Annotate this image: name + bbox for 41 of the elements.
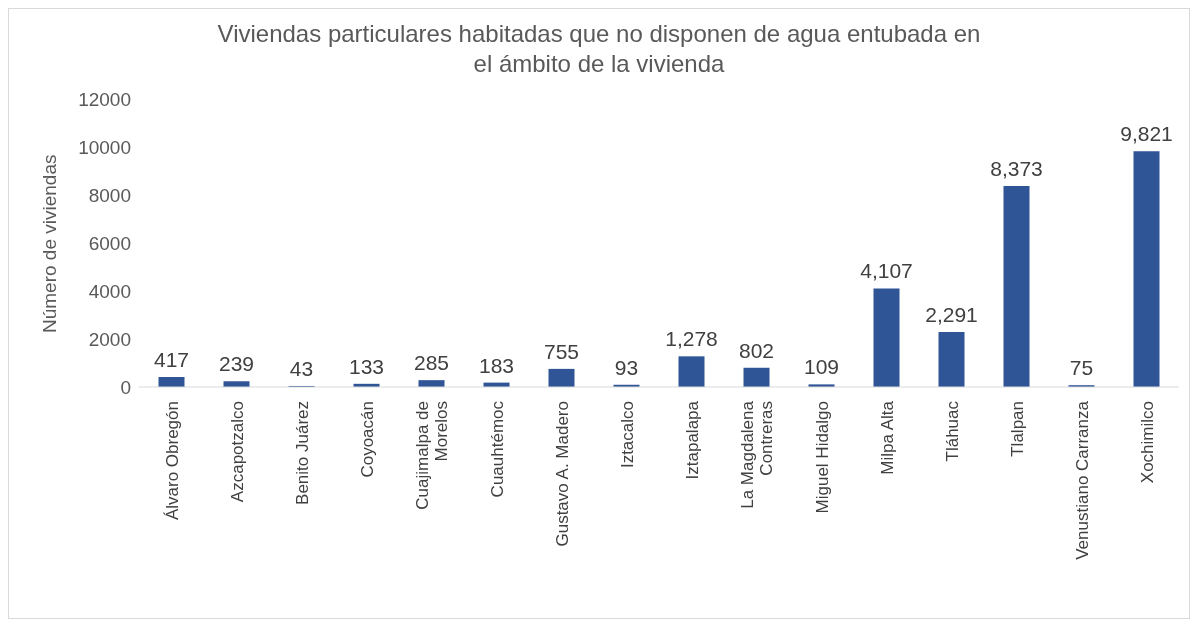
x-tick-label: Benito Juárez: [292, 401, 312, 505]
x-tick-label: Iztacalco: [617, 401, 637, 469]
data-label: 285: [413, 351, 450, 375]
x-tick-label: La Magdalena Contreras: [738, 400, 776, 509]
y-tick-label: 10000: [78, 136, 131, 158]
data-label: 417: [153, 347, 190, 371]
x-tick-label: Cuauhtémoc: [487, 400, 507, 498]
chart-title: Viviendas particulares habitadas que no disponen de agua entubada en el ámbito de la vivienda: [216, 19, 982, 79]
data-label: 8,373: [990, 157, 1043, 181]
x-tick-label: Cuajimalpa de Morelos: [413, 401, 451, 510]
y-tick-label: 12000: [78, 88, 131, 110]
data-label: 802: [738, 338, 775, 362]
x-tick-label: Milpa Alta: [877, 400, 897, 475]
y-tick-label: 6000: [88, 232, 131, 254]
x-tick-label: Coyoacán: [357, 401, 377, 478]
data-label: 2,291: [925, 303, 978, 327]
data-label: 239: [218, 352, 255, 376]
x-tick-label: Gustavo A. Madero: [552, 401, 572, 547]
data-label: 75: [1069, 356, 1094, 380]
y-axis-title: Número de viviendas: [38, 154, 60, 333]
data-label: 93: [614, 355, 639, 379]
data-label: 133: [348, 354, 385, 378]
data-label: 183: [478, 353, 515, 377]
x-tick-label: Venustiano Carranza: [1072, 400, 1092, 560]
x-tick-label: Azcapotzalco: [227, 401, 247, 503]
y-tick-label: 4000: [88, 280, 131, 302]
data-label: 109: [803, 355, 840, 379]
x-tick-label: Tlalpan: [1007, 401, 1027, 457]
y-tick-label: 2000: [88, 328, 131, 350]
data-label: 1,278: [665, 327, 718, 351]
y-tick-label: 0: [120, 376, 131, 398]
x-tick-label: Xochimilco: [1137, 401, 1157, 484]
x-tick-label: Álvaro Obregón: [162, 401, 182, 521]
data-label: 9,821: [1120, 122, 1173, 146]
data-label: 4,107: [860, 259, 913, 283]
y-tick-label: 8000: [88, 184, 131, 206]
x-tick-label: Miguel Hidalgo: [812, 401, 832, 514]
data-label: 43: [289, 356, 314, 380]
x-tick-label: Tláhuac: [942, 400, 962, 462]
x-tick-label: Iztapalapa: [682, 400, 702, 480]
data-label: 755: [543, 339, 580, 363]
